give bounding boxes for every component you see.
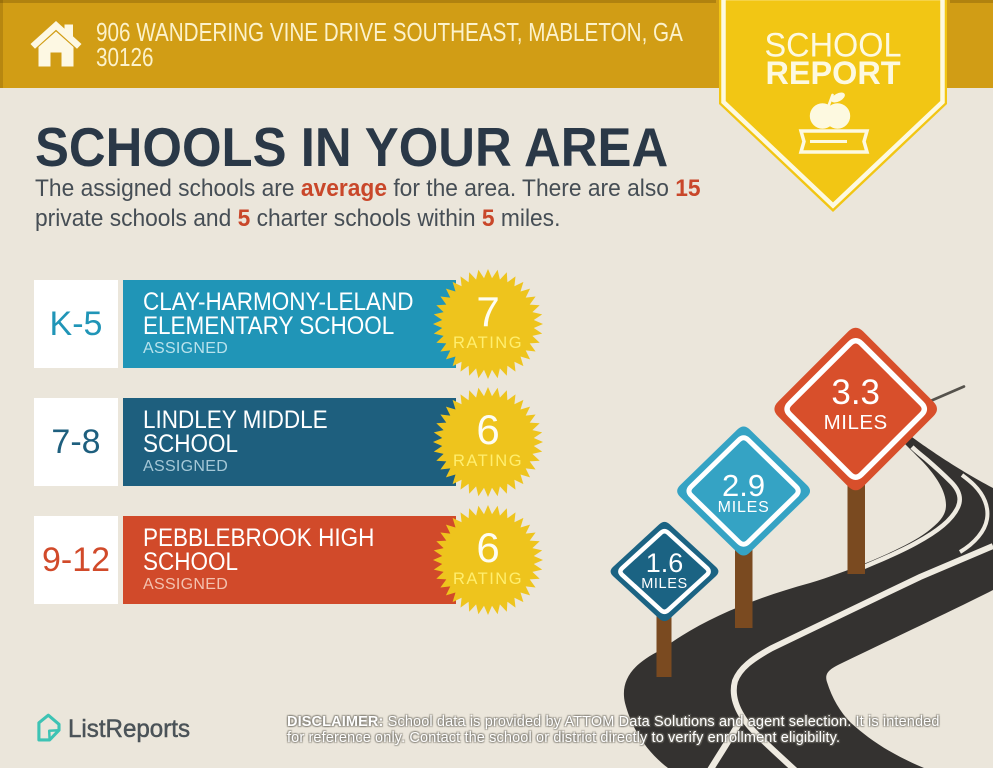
svg-text:7: 7: [476, 288, 499, 335]
svg-text:MILES: MILES: [641, 576, 688, 592]
svg-text:RATING: RATING: [453, 452, 523, 470]
svg-text:REPORT: REPORT: [766, 55, 901, 91]
svg-text:MILES: MILES: [718, 499, 770, 516]
svg-text:6: 6: [476, 406, 499, 453]
svg-text:RATING: RATING: [453, 570, 523, 588]
svg-text:6: 6: [476, 524, 499, 571]
svg-text:MILES: MILES: [824, 411, 888, 434]
svg-text:2.9: 2.9: [722, 468, 765, 503]
svg-text:SCHOOL: SCHOOL: [765, 27, 902, 65]
svg-text:RATING: RATING: [453, 334, 523, 352]
svg-text:1.6: 1.6: [646, 548, 684, 578]
svg-text:3.3: 3.3: [831, 373, 880, 412]
